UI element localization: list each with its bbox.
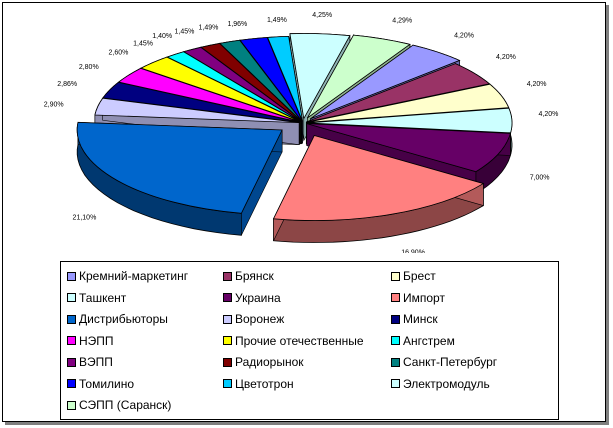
legend-item: Воронеж xyxy=(223,309,284,329)
legend-swatch xyxy=(391,293,400,302)
legend-item: Прочие отечественные xyxy=(223,331,364,351)
legend-label: Ангстрем xyxy=(403,333,455,348)
slice-2 xyxy=(306,83,510,123)
legend-item: Радиорынок xyxy=(223,352,304,372)
legend-swatch xyxy=(391,357,400,367)
slice-0 xyxy=(310,44,461,120)
legend-item: Ташкент xyxy=(67,288,126,308)
slice-5 xyxy=(272,135,485,221)
data-label-11: 1,45% xyxy=(133,41,153,48)
legend-label: Дистрибьюторы xyxy=(79,312,168,326)
legend-item: Ангстрем xyxy=(391,331,455,351)
legend-swatch xyxy=(391,271,400,281)
data-label-3: 4,20% xyxy=(539,111,559,118)
data-label-9: 2,80% xyxy=(79,64,99,71)
data-label-0: 4,20% xyxy=(454,32,474,39)
legend: Кремний-маркетинг Брянск Брест Ташкент Украи… xyxy=(60,261,559,420)
slice-1 xyxy=(306,63,491,123)
legend-label: Томилино xyxy=(79,376,135,391)
data-label-14: 1,49% xyxy=(199,24,219,31)
legend-item: НЭПП xyxy=(67,331,114,351)
data-label-8: 2,86% xyxy=(57,81,77,88)
data-label-10: 2,60% xyxy=(109,50,129,57)
legend-swatch xyxy=(67,379,76,388)
legend-label: Электромодуль xyxy=(403,376,490,391)
data-label-12: 1,40% xyxy=(152,33,172,40)
legend-label: Брянск xyxy=(235,269,274,283)
legend-label: Воронеж xyxy=(235,312,285,326)
legend-swatch xyxy=(67,271,76,281)
legend-label: Импорт xyxy=(403,290,445,305)
legend-label: Прочие отечественные xyxy=(235,333,364,348)
slice-17 xyxy=(289,33,351,120)
legend-item: Электромодуль xyxy=(391,374,490,394)
slice-6 xyxy=(76,121,283,214)
legend-swatch xyxy=(223,336,232,345)
legend-item: Томилино xyxy=(67,374,134,394)
legend-label: НЭПП xyxy=(79,333,114,348)
slice-18 xyxy=(307,34,411,119)
legend-swatch xyxy=(223,357,232,367)
legend-label: СЭПП (Саранск) xyxy=(79,398,172,412)
data-label-1: 4,20% xyxy=(496,54,516,61)
data-label-2: 4,20% xyxy=(527,81,547,88)
data-label-16: 1,49% xyxy=(267,17,287,24)
data-label-6: 21,10% xyxy=(73,214,97,221)
legend-label: Украина xyxy=(235,290,281,305)
legend-swatch xyxy=(67,357,76,367)
legend-item: Санкт-Петербург xyxy=(391,352,497,372)
legend-label: Цветотрон xyxy=(235,376,294,391)
legend-swatch xyxy=(67,293,76,302)
legend-swatch xyxy=(391,314,400,324)
legend-swatch xyxy=(391,379,400,388)
legend-item: Импорт xyxy=(391,288,445,308)
pie-chart: 4,20% 4,20% 4,20% 4,20% 7,00% 16,90% 21,10% 2,9… xyxy=(44,12,559,254)
slice-16 xyxy=(267,35,303,122)
data-label-17: 4,25% xyxy=(312,12,332,19)
slice-4 xyxy=(306,123,511,173)
legend-label: Санкт-Петербург xyxy=(403,355,498,369)
legend-swatch xyxy=(391,336,400,345)
slice-9 xyxy=(117,67,300,123)
legend-swatch xyxy=(223,293,232,302)
legend-label: ВЭПП xyxy=(79,355,113,369)
legend-label: Ташкент xyxy=(79,290,127,305)
data-label-7: 2,90% xyxy=(44,101,64,108)
legend-item: Кремний-маркетинг xyxy=(67,266,188,286)
legend-swatch xyxy=(223,314,232,324)
data-label-4: 7,00% xyxy=(530,174,550,181)
legend-swatch xyxy=(223,379,232,388)
legend-label: Кремний-маркетинг xyxy=(79,269,189,283)
legend-swatch xyxy=(67,400,76,410)
data-label-13: 1,45% xyxy=(175,28,195,35)
chart-frame: 4,20% 4,20% 4,20% 4,20% 7,00% 16,90% 21,10% 2,9… xyxy=(2,2,606,422)
legend-item: Брест xyxy=(391,266,436,286)
data-label-15: 1,96% xyxy=(227,21,247,28)
legend-swatch xyxy=(67,336,76,345)
legend-swatch xyxy=(67,314,76,324)
legend-item: Цветотрон xyxy=(223,374,294,394)
legend-item: ВЭПП xyxy=(67,352,113,372)
legend-item: Украина xyxy=(223,288,281,308)
legend-label: Брест xyxy=(403,269,436,283)
slice-3 xyxy=(306,107,513,134)
data-label-18: 4,29% xyxy=(392,18,412,25)
slice-14 xyxy=(219,39,302,122)
legend-swatch xyxy=(223,271,232,281)
legend-label: Радиорынок xyxy=(235,355,304,369)
legend-item: Дистрибьюторы xyxy=(67,309,168,329)
data-label-5: 16,90% xyxy=(401,250,425,254)
legend-item: СЭПП (Саранск) xyxy=(67,395,171,415)
slice-15 xyxy=(239,37,303,122)
legend-item: Минск xyxy=(391,309,438,329)
legend-label: Минск xyxy=(403,312,438,326)
legend-item: Брянск xyxy=(223,266,274,286)
